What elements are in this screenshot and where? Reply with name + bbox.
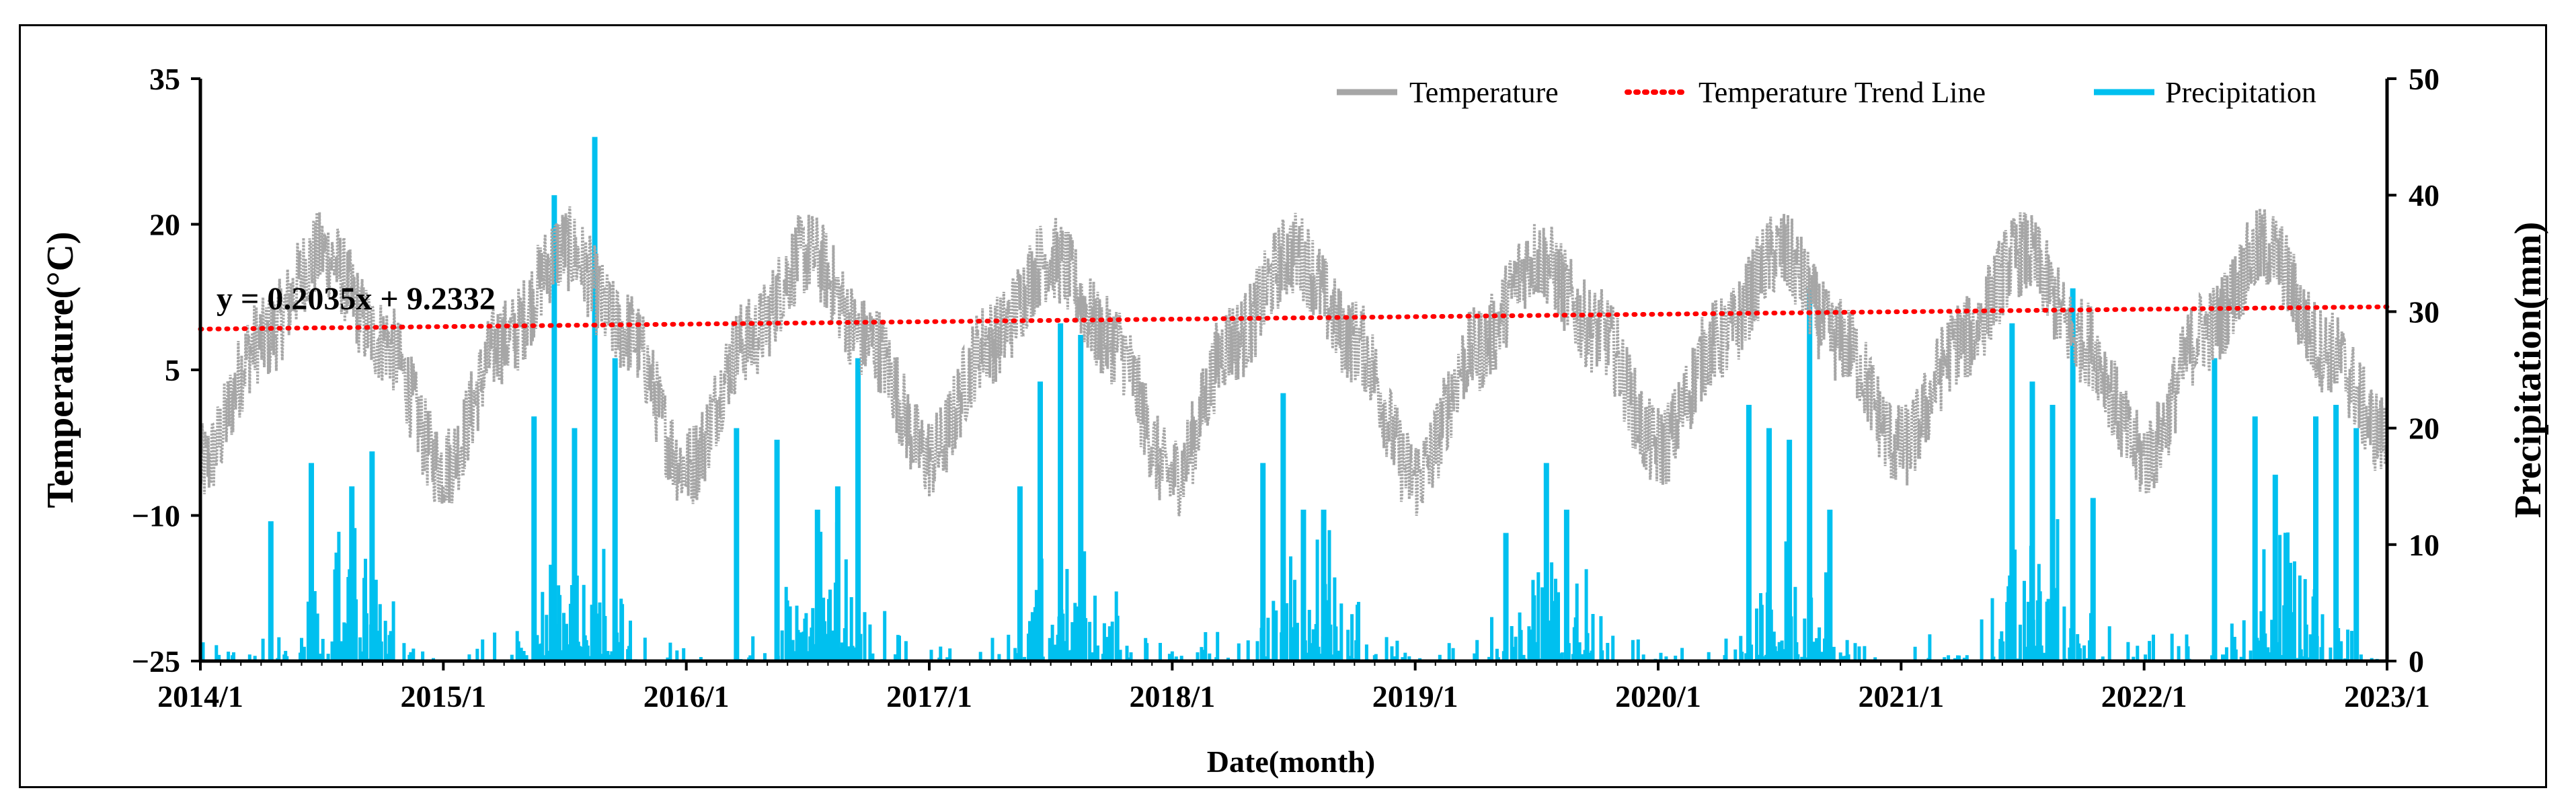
left-y-tick-label: 5 <box>165 353 180 387</box>
x-tick-label: 2023/1 <box>2344 679 2430 714</box>
right-y-tick-label: 10 <box>2409 528 2440 562</box>
trendline-equation: y = 0.2035x + 9.2332 <box>217 281 496 317</box>
x-tick-label: 2019/1 <box>1372 679 1458 714</box>
left-y-tick-label: 20 <box>149 208 180 242</box>
left-y-tick-label: 35 <box>149 62 180 96</box>
right-y-tick-label: 40 <box>2409 178 2440 213</box>
right-y-tick-label: 0 <box>2409 644 2424 679</box>
x-tick-label: 2014/1 <box>157 679 243 714</box>
temperature-series <box>199 206 2388 516</box>
x-axis-title: Date(month) <box>1207 744 1375 779</box>
left-y-axis-title: Temperature(°C) <box>40 231 81 508</box>
right-y-tick-label: 50 <box>2409 62 2440 96</box>
left-y-tick-label: −10 <box>132 499 180 533</box>
right-y-tick-label: 30 <box>2409 295 2440 329</box>
x-tick-label: 2015/1 <box>400 679 486 714</box>
plot-area <box>198 137 2390 663</box>
x-tick-label: 2021/1 <box>1858 679 1944 714</box>
temperature-line <box>199 206 2388 516</box>
precipitation-line <box>200 519 2386 663</box>
temperature-trend-line <box>198 304 2390 332</box>
legend-trend-label: Temperature Trend Line <box>1699 76 1986 109</box>
legend: Temperature Temperature Trend Line Preci… <box>1337 76 2316 109</box>
x-ticks: 2014/1 2015/1 2016/1 2017/1 2018/1 2019/1 2020… <box>157 661 2430 714</box>
x-tick-label: 2016/1 <box>643 679 730 714</box>
right-y-ticks: 0 10 20 30 40 50 <box>2387 62 2440 679</box>
x-tick-label: 2017/1 <box>886 679 972 714</box>
x-tick-label: 2018/1 <box>1129 679 1215 714</box>
right-y-axis-title: Precipitation(mm) <box>2507 222 2549 518</box>
precipitation-series <box>200 137 2386 663</box>
legend-temperature-label: Temperature <box>1409 76 1559 109</box>
left-y-tick-label: −25 <box>132 644 180 679</box>
chart-frame <box>19 24 2547 788</box>
legend-precipitation-label: Precipitation <box>2165 76 2316 109</box>
x-tick-label: 2020/1 <box>1615 679 1701 714</box>
left-y-ticks: −25 −10 5 20 35 <box>132 62 200 679</box>
x-tick-label: 2022/1 <box>2101 679 2187 714</box>
right-y-tick-label: 20 <box>2409 412 2440 446</box>
